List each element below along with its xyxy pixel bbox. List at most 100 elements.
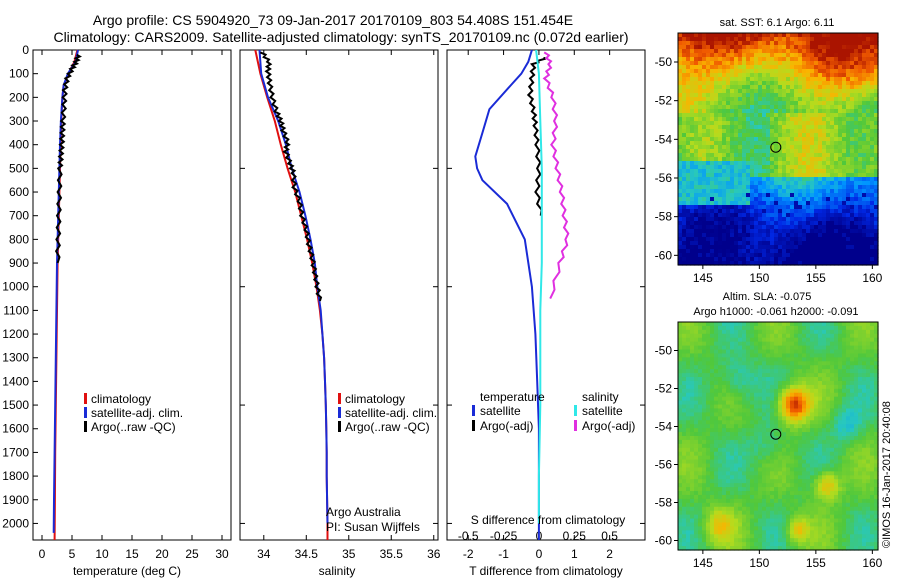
map-cell (750, 149, 755, 154)
map-cell (846, 217, 851, 222)
map-cell (810, 428, 815, 433)
map-cell (698, 57, 703, 62)
map-cell (758, 89, 763, 94)
map-cell (810, 165, 815, 170)
map-cell (690, 105, 695, 110)
map-cell (870, 37, 875, 42)
map-cell (854, 349, 859, 355)
map-cell (838, 412, 843, 417)
map-cell (858, 157, 863, 162)
map-cell (818, 57, 823, 62)
map-cell (774, 337, 779, 343)
map-cell (706, 85, 711, 90)
map-cell (734, 369, 739, 374)
map-cell (818, 345, 823, 351)
map-cell (794, 109, 799, 114)
map-cell (838, 177, 843, 182)
map-cell (758, 153, 763, 158)
map-cell (770, 217, 775, 222)
map-cell (854, 53, 859, 58)
map-cell (802, 133, 807, 138)
map-cell (690, 197, 695, 202)
map-cell (726, 169, 731, 174)
map-cell (702, 436, 707, 441)
map-cell (726, 463, 731, 469)
map-cell (842, 349, 847, 355)
map-cell (838, 157, 843, 162)
map-cell (722, 467, 727, 472)
map-cell (714, 117, 719, 122)
map-cell (722, 392, 727, 398)
map-cell (678, 57, 683, 62)
map-cell (754, 373, 759, 378)
map-cell (766, 77, 771, 82)
map-cell (782, 141, 787, 146)
map-cell (826, 349, 831, 355)
map-cell (730, 424, 735, 429)
map-cell (846, 125, 851, 130)
map-cell (814, 201, 819, 206)
map-cell (810, 41, 815, 46)
map-cell (702, 45, 707, 50)
map-cell (690, 451, 695, 457)
map-cell (818, 205, 823, 210)
map-cell (814, 241, 819, 246)
map-cell (782, 349, 787, 355)
map-cell (822, 161, 827, 166)
map-cell (694, 257, 699, 262)
map-cell (858, 412, 863, 417)
map-cell (818, 467, 823, 472)
map-cell (842, 353, 847, 358)
map-cell (726, 93, 731, 98)
map-cell (814, 77, 819, 82)
map-cell (698, 41, 703, 46)
map-cell (694, 145, 699, 150)
map-cell (858, 253, 863, 258)
map-cell (726, 181, 731, 186)
map-cell (834, 257, 839, 262)
map-cell (834, 165, 839, 170)
map-cell (702, 463, 707, 469)
map-cell (678, 261, 683, 266)
map-cell (858, 241, 863, 246)
map-cell (750, 177, 755, 182)
map-cell (818, 459, 823, 465)
map-cell (730, 189, 735, 194)
map-cell (682, 329, 687, 335)
map-cell (686, 373, 691, 378)
map-cell (858, 392, 863, 398)
map-cell (790, 57, 795, 62)
map-cell (730, 408, 735, 414)
map-cell (766, 455, 771, 461)
map-cell (746, 408, 751, 414)
map-cell (730, 341, 735, 347)
map-cell (862, 341, 867, 347)
map-cell (770, 384, 775, 390)
map-cell (858, 33, 863, 38)
map-cell (822, 113, 827, 118)
map-cell (834, 181, 839, 186)
map-cell (810, 400, 815, 406)
map-cell (746, 245, 751, 250)
map-cell (854, 89, 859, 94)
map-cell (842, 333, 847, 339)
map-cell (686, 141, 691, 146)
map-cell (858, 169, 863, 174)
map-cell (738, 33, 743, 38)
map-cell (758, 189, 763, 194)
map-cell (742, 229, 747, 234)
map-cell (754, 173, 759, 178)
map-cell (802, 41, 807, 46)
map-cell (786, 101, 791, 106)
map-cell (714, 121, 719, 126)
map-cell (754, 380, 759, 386)
map-cell (682, 253, 687, 258)
map-cell (806, 149, 811, 154)
map-cell (742, 365, 747, 370)
map-cell (862, 345, 867, 351)
map-cell (846, 97, 851, 102)
map-cell (702, 392, 707, 398)
map-cell (706, 400, 711, 406)
map-cell (854, 153, 859, 158)
map-cell (770, 400, 775, 406)
